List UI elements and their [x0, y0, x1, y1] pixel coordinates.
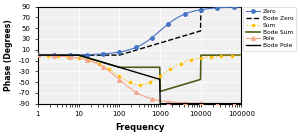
Zero [146, 40, 150, 41]
Zero [36, 54, 40, 56]
Bode Zero [36, 54, 40, 56]
Bode Sum [146, 67, 150, 68]
Bode Pole [158, 103, 162, 104]
Sum [146, 82, 150, 84]
Y-axis label: Phase (Degrees): Phase (Degrees) [4, 19, 13, 91]
Bode Sum [158, 91, 162, 92]
Sum [239, 55, 243, 56]
Bode Pole [146, 75, 150, 77]
Bode Pole [235, 103, 238, 104]
Line: Bode Pole: Bode Pole [38, 55, 241, 104]
Zero [239, 6, 243, 8]
Bode Zero [157, 43, 161, 44]
Bode Sum [203, 54, 207, 56]
Bode Pole [239, 103, 243, 104]
Sum [235, 55, 238, 56]
Bode Sum [36, 54, 40, 56]
Bode Pole [203, 103, 207, 104]
Sum [36, 55, 40, 56]
Zero [134, 47, 137, 48]
Sum [158, 76, 161, 78]
Legend: Zero, Bode Zero, Sum, Bode Sum, Pole, Bode Pole: Zero, Bode Zero, Sum, Bode Sum, Pole, Bo… [243, 7, 296, 51]
Zero [203, 8, 206, 10]
Pole [235, 103, 238, 104]
Sum [138, 84, 142, 86]
Bode Sum [157, 67, 161, 68]
Zero [157, 31, 161, 33]
Pole [36, 55, 40, 56]
Line: Sum: Sum [36, 53, 243, 87]
Pole [134, 91, 137, 93]
Bode Zero [146, 46, 150, 47]
X-axis label: Frequency: Frequency [115, 123, 164, 132]
Bode Pole [134, 71, 137, 73]
Bode Pole [36, 54, 40, 56]
Bode Zero [235, 6, 238, 7]
Pole [203, 103, 206, 104]
Pole [146, 97, 150, 98]
Line: Zero: Zero [36, 5, 243, 57]
Bode Pole [133, 71, 136, 73]
Bode Zero [203, 6, 207, 7]
Bode Zero [134, 49, 137, 51]
Sum [203, 56, 207, 58]
Line: Bode Zero: Bode Zero [38, 7, 241, 55]
Bode Zero [133, 50, 136, 51]
Bode Sum [133, 67, 136, 68]
Bode Pole [157, 78, 161, 80]
Line: Pole: Pole [36, 54, 243, 105]
Bode Zero [199, 6, 203, 7]
Sum [133, 83, 136, 85]
Bode Sum [239, 54, 243, 56]
Bode Zero [239, 6, 243, 7]
Line: Bode Sum: Bode Sum [38, 55, 241, 91]
Bode Sum [134, 67, 137, 68]
Zero [235, 6, 238, 8]
Pole [133, 90, 136, 92]
Pole [157, 100, 161, 101]
Pole [239, 103, 243, 104]
Sum [134, 84, 137, 85]
Zero [133, 47, 136, 49]
Bode Sum [235, 54, 238, 56]
